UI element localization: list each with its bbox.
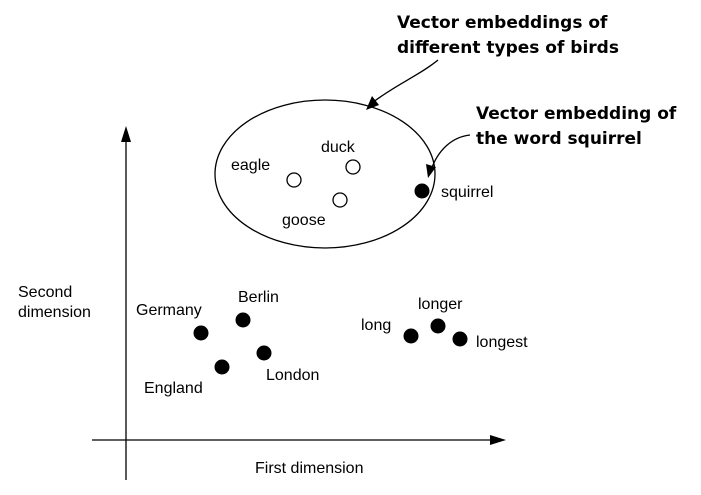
birds-callout-arrow	[371, 59, 439, 104]
x-axis-label: First dimension	[255, 460, 363, 477]
goose-point	[332, 192, 348, 208]
goose-label: goose	[282, 212, 326, 229]
squirrel-callout-line1: Vector embedding of	[476, 104, 677, 124]
duck-point	[345, 159, 361, 175]
squirrel-callout-line2: the word squirrel	[476, 129, 642, 149]
germany-point	[193, 325, 209, 341]
eagle-label: eagle	[231, 157, 270, 174]
longest-label: longest	[476, 334, 528, 351]
birds-callout-line2: different types of birds	[397, 38, 619, 58]
y-axis-label-line2: dimension	[18, 304, 91, 321]
duck-label: duck	[321, 139, 356, 156]
longer-point	[430, 318, 446, 334]
germany-label: Germany	[136, 302, 202, 319]
long-point	[403, 328, 419, 344]
england-label: England	[144, 380, 203, 397]
london-label: London	[266, 367, 319, 384]
y-axis-label-line1: Second	[18, 284, 72, 301]
eagle-point	[286, 172, 302, 188]
long-label: long	[361, 317, 391, 334]
berlin-point	[235, 312, 251, 328]
birds-callout-line1: Vector embeddings of	[397, 13, 608, 33]
england-point	[214, 359, 230, 375]
berlin-label: Berlin	[238, 289, 279, 306]
squirrel-callout-arrow	[430, 134, 471, 171]
longest-point	[452, 331, 468, 347]
squirrel-callout-arrowhead	[426, 164, 436, 178]
bird-cluster-ellipse	[214, 99, 436, 249]
squirrel-point	[414, 183, 430, 199]
squirrel-label: squirrel	[441, 184, 493, 201]
birds-callout-arrowhead	[366, 96, 379, 110]
x-axis-arrowhead	[490, 435, 506, 445]
axes	[92, 126, 506, 480]
y-axis-arrowhead	[121, 126, 131, 142]
longer-label: longer	[418, 296, 463, 313]
london-point	[256, 345, 272, 361]
